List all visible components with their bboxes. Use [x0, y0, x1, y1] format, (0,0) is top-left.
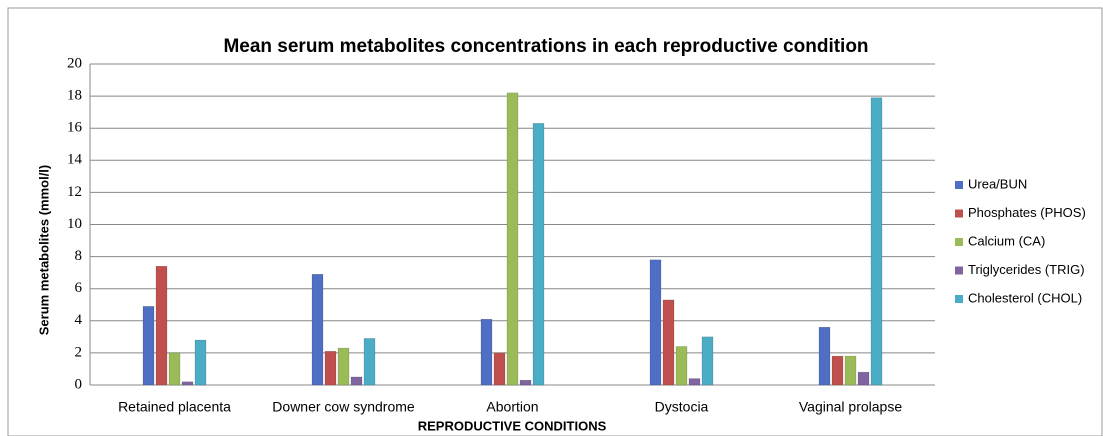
legend-swatch [955, 295, 963, 303]
legend-label: Urea/BUN [968, 176, 1027, 191]
y-tick-label: 6 [75, 280, 83, 296]
legend-label: Phosphates (PHOS) [968, 205, 1086, 220]
chart-title: Mean serum metabolites concentrations in… [223, 36, 868, 57]
bar [688, 378, 701, 386]
bar [142, 306, 155, 386]
y-tick-label: 12 [67, 184, 82, 200]
bar [506, 92, 519, 386]
bar [363, 338, 376, 386]
legend-swatch [955, 209, 963, 218]
bar [493, 352, 506, 386]
bar [532, 123, 545, 386]
bar [350, 376, 363, 386]
legend-swatch [955, 181, 963, 189]
y-tick-label: 8 [75, 248, 83, 264]
y-tick-label: 18 [67, 88, 82, 104]
bar [181, 381, 194, 386]
y-tick-label: 4 [75, 312, 83, 328]
bar [324, 351, 337, 386]
bar [818, 326, 831, 386]
y-tick-label: 0 [75, 376, 83, 392]
legend-label: Calcium (CA) [968, 233, 1045, 248]
bar [844, 355, 857, 386]
bar [675, 346, 688, 386]
legend-swatch [955, 266, 963, 275]
bar [701, 336, 714, 386]
x-tick-label: Abortion [486, 399, 538, 415]
y-tick-label: 2 [75, 344, 83, 360]
x-tick-label: Retained placenta [118, 399, 231, 415]
legend-swatch [955, 238, 963, 246]
bar [857, 371, 870, 386]
chart-border [7, 7, 1103, 436]
y-tick-label: 14 [67, 152, 83, 168]
bar [662, 299, 675, 386]
x-tick-label: Dystocia [655, 399, 709, 415]
bar [168, 352, 181, 386]
legend-label: Triglycerides (TRIG) [968, 262, 1085, 277]
bar [480, 318, 493, 386]
y-tick-label: 20 [67, 55, 82, 71]
y-tick-label: 10 [67, 216, 82, 232]
y-tick-label: 16 [67, 120, 83, 136]
bar [649, 259, 662, 386]
bar [519, 379, 532, 386]
legend-label: Cholesterol (CHOL) [968, 290, 1082, 305]
bar [337, 347, 350, 386]
bar [311, 274, 324, 386]
x-tick-label: Vaginal prolapse [799, 399, 902, 415]
x-axis-label: REPRODUCTIVE CONDITIONS [418, 418, 607, 433]
x-tick-label: Downer cow syndrome [272, 399, 415, 415]
bar [831, 355, 844, 386]
bar [155, 265, 168, 386]
bar [194, 339, 207, 386]
y-axis-label: Serum metabolites (mmol/l) [36, 165, 51, 335]
bar [870, 97, 883, 386]
